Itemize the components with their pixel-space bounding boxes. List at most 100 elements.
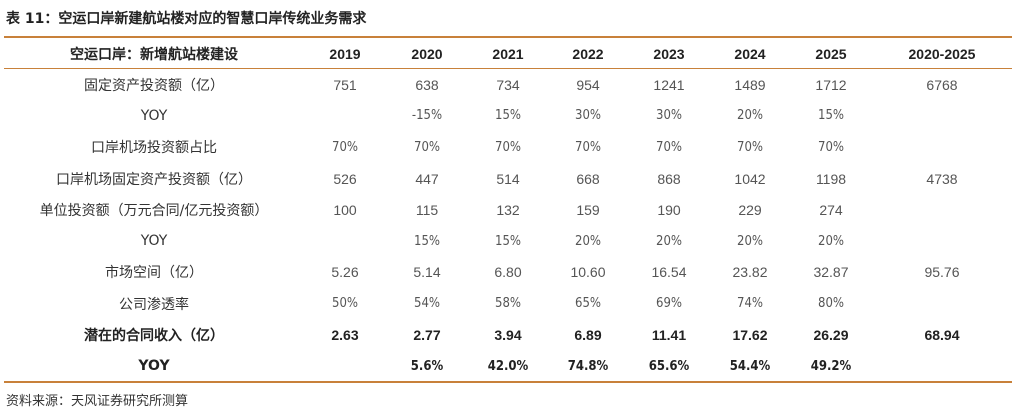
- table-title: 表 11：空运口岸新建航站楼对应的智慧口岸传统业务需求: [6, 11, 367, 27]
- data-table: 空运口岸：新增航站楼建设 2019 2020 2021 2022 2023 2024 2025…: [4, 38, 1012, 382]
- table-cell: 70%: [737, 139, 763, 155]
- table-cell: 80%: [818, 296, 844, 312]
- bottom-rule: [4, 381, 1012, 383]
- table-cell: [304, 351, 386, 382]
- table-cell: 17.62: [732, 327, 768, 344]
- header-cell-year: 2020: [411, 45, 443, 62]
- table-cell: 668: [576, 170, 600, 187]
- table-cell: 65%: [575, 296, 601, 312]
- table-cell: 4738: [926, 170, 958, 187]
- table-cell: 15%: [818, 108, 844, 124]
- table-row: 单位投资额（万元合同/亿元投资额） 100 115 132 159 190 229 274: [4, 194, 1012, 225]
- table-cell: 5.26: [331, 264, 359, 281]
- table-cell: 5.6%: [410, 358, 444, 374]
- table-cell: 69%: [656, 296, 682, 312]
- table-cell: 50%: [332, 296, 358, 312]
- row-label: 单位投资额（万元合同/亿元投资额）: [39, 202, 269, 219]
- table-row: YOY -15% 15% 30% 30% 20% 15%: [4, 100, 1012, 131]
- header-cell-year: 2021: [492, 45, 524, 62]
- table-cell: 74%: [737, 296, 763, 312]
- table-cell: 74.8%: [567, 358, 609, 374]
- table-cell: 954: [576, 76, 600, 93]
- table-cell: 6.80: [494, 264, 522, 281]
- row-label: 口岸机场固定资产投资额（亿）: [56, 171, 252, 188]
- header-cell-label: 空运口岸：新增航站楼建设: [70, 45, 238, 62]
- header-cell-year: 2024: [734, 45, 766, 62]
- table-cell: 1042: [734, 170, 766, 187]
- table-cell: [872, 288, 1012, 319]
- table-cell: 70%: [495, 139, 521, 155]
- table-cell: [872, 100, 1012, 131]
- table-cell: 10.60: [570, 264, 606, 281]
- row-label: 公司渗透率: [119, 296, 189, 313]
- table-cell: 2.77: [413, 327, 441, 344]
- table-cell: 32.87: [813, 264, 849, 281]
- table-row: YOY 5.6% 42.0% 74.8% 65.6% 54.4% 49.2%: [4, 351, 1012, 382]
- table-cell: 2.63: [331, 327, 359, 344]
- table-cell: [872, 194, 1012, 225]
- table-cell: 5.14: [413, 264, 441, 281]
- row-label: 潜在的合同收入（亿）: [84, 328, 224, 345]
- table-cell: 1712: [815, 76, 847, 93]
- table-cell: [872, 132, 1012, 163]
- table-cell: 30%: [656, 108, 682, 124]
- table-row: 口岸机场固定资产投资额（亿） 526 447 514 668 868 1042 1198 473…: [4, 163, 1012, 194]
- table-cell: 274: [819, 201, 843, 218]
- table-cell: 526: [333, 170, 357, 187]
- table-cell: 54.4%: [729, 358, 771, 374]
- table-cell: [872, 225, 1012, 256]
- header-cell-year: 2022: [572, 45, 604, 62]
- header-cell-year: 2025: [815, 45, 847, 62]
- table-cell: 20%: [656, 233, 682, 249]
- table-cell: 6768: [926, 76, 958, 93]
- table-cell: 70%: [818, 139, 844, 155]
- table-cell: 49.2%: [810, 358, 852, 374]
- table-cell: 95.76: [924, 264, 960, 281]
- table-cell: 514: [496, 170, 520, 187]
- table-row: 潜在的合同收入（亿） 2.63 2.77 3.94 6.89 11.41 17.62 26.2…: [4, 319, 1012, 350]
- table-cell: 20%: [737, 108, 763, 124]
- table-cell: 190: [657, 201, 681, 218]
- table-cell: 42.0%: [487, 358, 529, 374]
- table-cell: 132: [496, 201, 520, 218]
- table-cell: 15%: [495, 108, 521, 124]
- table-cell: 447: [415, 170, 439, 187]
- header-cell-year: 2023: [653, 45, 685, 62]
- table-cell: [872, 351, 1012, 382]
- table-cell: 11.41: [651, 327, 687, 344]
- table-cell: 3.94: [494, 327, 522, 344]
- table-cell: 1241: [653, 76, 685, 93]
- table-cell: 68.94: [924, 327, 960, 344]
- table-cell: 70%: [575, 139, 601, 155]
- table-cell: 30%: [575, 108, 601, 124]
- table-cell: 65.6%: [648, 358, 690, 374]
- table-cell: 1489: [734, 76, 766, 93]
- header-cell-year: 2020-2025: [908, 45, 976, 62]
- table-cell: 229: [738, 201, 762, 218]
- table-cell: 159: [576, 201, 600, 218]
- header-rule: [4, 68, 1012, 69]
- top-rule: [4, 36, 1012, 38]
- table-cell: 20%: [575, 233, 601, 249]
- table-cell: 70%: [332, 139, 358, 155]
- table-cell: 70%: [656, 139, 682, 155]
- row-label: YOY: [138, 358, 170, 375]
- row-label: 固定资产投资额（亿）: [84, 77, 224, 94]
- row-label: YOY: [140, 107, 168, 124]
- table-row: YOY 15% 15% 20% 20% 20% 20%: [4, 225, 1012, 256]
- table-cell: 70%: [414, 139, 440, 155]
- table-cell: 751: [333, 76, 357, 93]
- header-row: 空运口岸：新增航站楼建设 2019 2020 2021 2022 2023 2024 2025…: [4, 38, 1012, 69]
- table-cell: 15%: [414, 233, 440, 249]
- table-cell: [304, 225, 386, 256]
- table-cell: 23.82: [732, 264, 768, 281]
- source-note: 资料来源：天风证券研究所测算: [6, 394, 189, 409]
- table-cell: 20%: [737, 233, 763, 249]
- table-cell: 638: [415, 76, 439, 93]
- table-cell: 734: [496, 76, 520, 93]
- table-row: 公司渗透率 50% 54% 58% 65% 69% 74% 80%: [4, 288, 1012, 319]
- table-cell: 115: [415, 201, 439, 218]
- table-cell: 1198: [815, 170, 847, 187]
- header-cell-year: 2019: [329, 45, 361, 62]
- table-cell: 868: [657, 170, 681, 187]
